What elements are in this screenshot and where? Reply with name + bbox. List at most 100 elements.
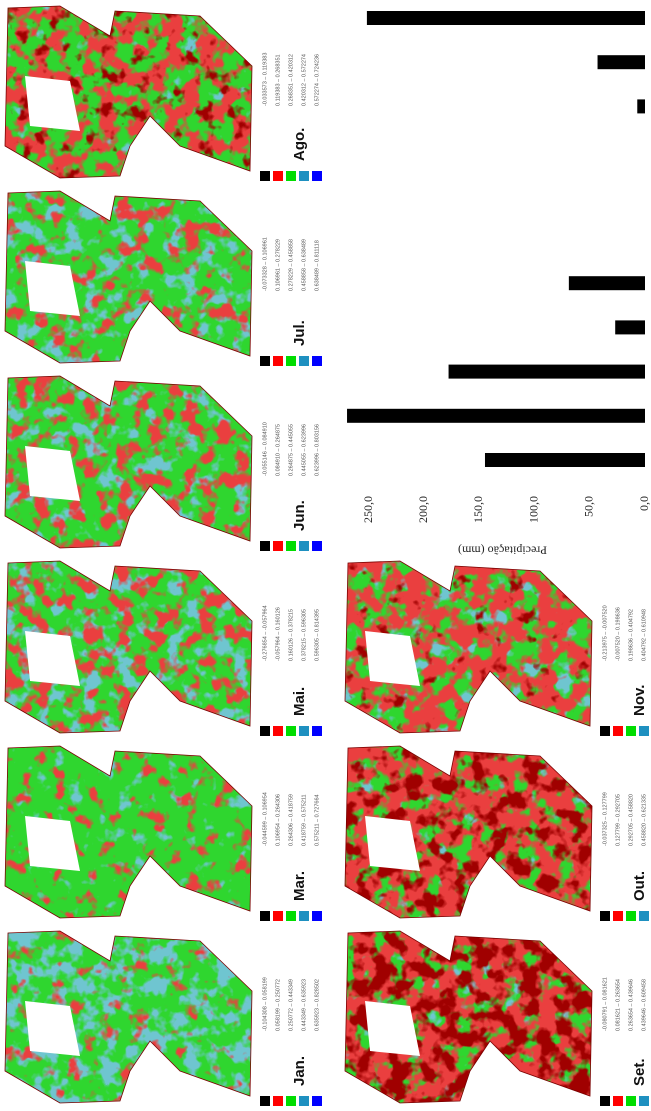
legend-swatch <box>639 911 649 921</box>
y-tick-label: 250,0 <box>361 496 375 523</box>
map-label: Set. <box>631 1058 648 1086</box>
legend-swatch <box>600 911 610 921</box>
legend-swatch <box>260 541 270 551</box>
legend-text: 0.119383 – 0.268351 <box>275 54 281 106</box>
y-tick-label: 50,0 <box>582 496 596 517</box>
legend-text: 0.439646 – 0.609458 <box>641 979 647 1031</box>
legend-swatch <box>626 911 636 921</box>
legend-text: 0.292705 – 0.458820 <box>628 794 634 846</box>
legend-text: -0.033573 – 0.119383 <box>262 53 268 106</box>
legend-text: 0.596305 – 0.814395 <box>314 609 320 661</box>
legend-swatch <box>613 911 623 921</box>
map-label: Jun. <box>291 500 308 531</box>
legend-text: 0.575211 – 0.727664 <box>314 794 320 846</box>
legend-text: -0.057964 – 0.160126 <box>275 607 281 661</box>
legend-swatch <box>626 1096 636 1106</box>
legend-swatch <box>286 171 296 181</box>
figure: -0.104308 – 0.058199 0.058199 – 0.250772 0… <box>0 0 651 1111</box>
legend-text: 0.623996 – 0.803156 <box>314 424 320 476</box>
y-tick-label: 200,0 <box>416 496 430 523</box>
legend-text: -0.080791 – 0.081621 <box>602 977 608 1031</box>
legend-text: -0.104308 – 0.058199 <box>262 977 268 1031</box>
legend-swatch <box>260 356 270 366</box>
legend-text: 0.572274 – 0.724236 <box>314 54 320 106</box>
map-label: Nov. <box>631 685 648 716</box>
legend-text: 0.264306 – 0.418759 <box>288 794 294 846</box>
legend-swatch <box>639 1096 649 1106</box>
map-label: Out. <box>631 871 648 901</box>
legend-text: 0.058199 – 0.250772 <box>275 979 281 1031</box>
y-axis-title: Precipitação (mm) <box>458 543 547 557</box>
legend-swatch <box>286 726 296 736</box>
legend-text: 0.198636 – 0.404792 <box>628 609 634 661</box>
legend-swatch <box>273 356 283 366</box>
map-label: Jul. <box>291 320 308 346</box>
legend-text: 0.263654 – 0.439646 <box>628 979 634 1031</box>
map-label: Mar. <box>291 871 308 901</box>
legend-swatch <box>273 911 283 921</box>
legend-text: -0.213975 – -0.007520 <box>602 605 608 661</box>
map-label: Ago. <box>291 128 308 161</box>
legend-swatch <box>299 356 309 366</box>
legend-text: -0.037325 – 0.127799 <box>602 792 608 846</box>
y-tick-label: 100,0 <box>526 496 540 523</box>
legend-swatch <box>312 356 322 366</box>
legend-swatch <box>260 1096 270 1106</box>
legend-text: 0.081621 – 0.263654 <box>615 979 621 1031</box>
legend-swatch <box>312 1096 322 1106</box>
legend-text: 0.458858 – 0.638489 <box>301 239 307 291</box>
bar <box>347 409 645 423</box>
legend-swatch <box>299 541 309 551</box>
legend-text: -0.007520 – 0.198636 <box>615 607 621 661</box>
legend-swatch <box>312 171 322 181</box>
legend-swatch <box>286 541 296 551</box>
legend-swatch <box>299 1096 309 1106</box>
legend-text: 0.378215 – 0.596305 <box>301 609 307 661</box>
legend-text: 0.420312 – 0.572274 <box>301 54 307 106</box>
page: -0.104308 – 0.058199 0.058199 – 0.250772 0… <box>0 0 651 1111</box>
legend-swatch <box>286 911 296 921</box>
map-label: Mai. <box>291 687 308 716</box>
legend-swatch <box>600 726 610 736</box>
bar-chart: 0,0 50,0 100,0 150,0 200,0 250,0 Precipitação … <box>347 11 651 557</box>
legend-text: 0.638489 – 0.811118 <box>314 240 320 291</box>
legend-swatch <box>286 1096 296 1106</box>
legend-text: -0.044599 – 0.106954 <box>262 792 268 846</box>
legend-swatch <box>273 171 283 181</box>
legend-swatch <box>639 726 649 736</box>
legend-text: 0.443349 – 0.635923 <box>301 979 307 1031</box>
bar <box>598 55 645 69</box>
bar <box>485 453 645 467</box>
legend-swatch <box>260 911 270 921</box>
legend-swatch <box>312 726 322 736</box>
legend-text: 0.084910 – 0.264875 <box>275 424 281 476</box>
legend-swatch <box>286 356 296 366</box>
legend-swatch <box>626 726 636 736</box>
y-tick-label: 0,0 <box>637 496 651 511</box>
legend-swatch <box>299 171 309 181</box>
legend-text: 0.264875 – 0.445055 <box>288 424 294 476</box>
bar <box>367 11 645 25</box>
legend-text: 0.635923 – 0.828502 <box>314 979 320 1031</box>
legend-text: -0.055146 – 0.084910 <box>262 422 268 476</box>
bar <box>449 365 645 379</box>
legend-text: 0.278229 – 0.458858 <box>288 239 294 291</box>
legend-swatch <box>613 726 623 736</box>
legend-text: 0.404792 – 0.610948 <box>641 609 647 661</box>
legend-swatch <box>260 171 270 181</box>
bar <box>615 320 645 334</box>
legend-swatch <box>613 1096 623 1106</box>
legend-text: 0.250772 – 0.443349 <box>288 979 294 1031</box>
legend-text: -0.276854 – -0.057964 <box>262 605 268 661</box>
legend-swatch <box>299 726 309 736</box>
map-label: Jan. <box>291 1056 308 1086</box>
legend-swatch <box>299 911 309 921</box>
legend-text: 0.458820 – 0.621335 <box>641 794 647 846</box>
legend-swatch <box>273 1096 283 1106</box>
legend-text: 0.127799 – 0.292705 <box>615 794 621 846</box>
legend-text: 0.106961 – 0.278229 <box>275 239 281 291</box>
y-tick-label: 150,0 <box>471 496 485 523</box>
legend-text: 0.160126 – 0.378215 <box>288 609 294 661</box>
legend-text: 0.268351 – 0.420312 <box>288 54 294 106</box>
legend-text: 0.418759 – 0.575211 <box>301 794 307 846</box>
